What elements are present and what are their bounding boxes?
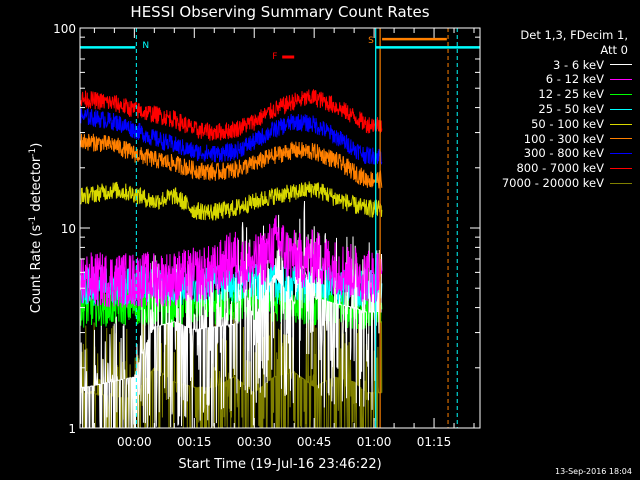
night-label: N bbox=[142, 41, 149, 51]
legend-label: 50 - 100 keV bbox=[531, 116, 604, 131]
series-50-100-kev bbox=[80, 181, 383, 221]
y-tick-label: 10 bbox=[61, 222, 76, 236]
y-axis-label: Count Rate (s-1 detector-1) bbox=[28, 143, 44, 314]
legend-swatch bbox=[610, 168, 632, 170]
legend-label: 6 - 12 keV bbox=[545, 72, 604, 87]
x-tick-label: 00:15 bbox=[177, 435, 212, 449]
label-part: detector bbox=[29, 156, 44, 216]
legend-entry: 25 - 50 keV bbox=[470, 102, 632, 117]
series-line bbox=[80, 89, 383, 141]
legend-entry: 7000 - 20000 keV bbox=[470, 176, 632, 191]
series-line bbox=[80, 133, 383, 189]
legend-label: 100 - 300 keV bbox=[523, 131, 604, 146]
series-3-6-kev bbox=[80, 200, 383, 429]
y-tick-label: 100 bbox=[53, 22, 76, 36]
x-tick-label: 01:00 bbox=[357, 435, 392, 449]
superscript: -1 bbox=[28, 148, 38, 157]
legend-label: 7000 - 20000 keV bbox=[501, 175, 604, 190]
series-line bbox=[80, 200, 383, 429]
series-line bbox=[80, 108, 383, 165]
legend-label: 12 - 25 keV bbox=[538, 87, 604, 102]
flare-label: F bbox=[272, 52, 277, 62]
series-300-800-kev bbox=[80, 108, 383, 165]
plot-area: 1 10 100 00:00 00:15 00:30 00:45 01:00 01:15 N F S bbox=[53, 22, 480, 449]
legend-header-line-1: Det 1,3, FDecim 1, bbox=[520, 28, 628, 42]
series-800-7000-kev bbox=[80, 89, 383, 141]
chart-title: HESSI Observing Summary Count Rates bbox=[130, 3, 429, 21]
legend-label: 300 - 800 keV bbox=[523, 146, 604, 161]
legend-swatch bbox=[610, 64, 632, 66]
legend-header-line-2: Att 0 bbox=[600, 42, 628, 57]
legend: Det 1,3, FDecim 1, Att 0 3 - 6 keV 6 - 12… bbox=[470, 28, 632, 191]
legend-swatch bbox=[610, 108, 632, 110]
superscript: -1 bbox=[28, 216, 38, 225]
legend-entries: 3 - 6 keV 6 - 12 keV 12 - 25 keV 25 - 50 ke… bbox=[470, 58, 632, 191]
legend-label: 800 - 7000 keV bbox=[516, 161, 604, 176]
legend-entry: 100 - 300 keV bbox=[470, 132, 632, 147]
saa-label: S bbox=[368, 36, 374, 46]
legend-swatch bbox=[610, 94, 632, 96]
legend-entry: 3 - 6 keV bbox=[470, 58, 632, 73]
legend-entry: 800 - 7000 keV bbox=[470, 161, 632, 176]
x-tick-label: 00:30 bbox=[237, 435, 272, 449]
legend-swatch bbox=[610, 182, 632, 184]
series-100-300-kev bbox=[80, 133, 383, 189]
legend-entry: 300 - 800 keV bbox=[470, 146, 632, 161]
timestamp: 13-Sep-2016 18:04 bbox=[555, 467, 632, 476]
legend-swatch bbox=[610, 153, 632, 155]
plot-frame bbox=[79, 27, 481, 429]
legend-entry: 50 - 100 keV bbox=[470, 117, 632, 132]
legend-swatch bbox=[610, 138, 632, 140]
legend-swatch bbox=[610, 79, 632, 81]
annotations: N F S bbox=[80, 28, 480, 428]
legend-label: 3 - 6 keV bbox=[553, 57, 604, 72]
series-line bbox=[80, 215, 383, 308]
x-tick-label: 00:00 bbox=[117, 435, 152, 449]
y-tick-label: 1 bbox=[68, 422, 76, 436]
label-part: Count Rate (s bbox=[29, 225, 44, 314]
x-axis-label: Start Time (19-Jul-16 23:46:22) bbox=[178, 457, 381, 472]
x-tick-label: 01:15 bbox=[417, 435, 452, 449]
legend-label: 25 - 50 keV bbox=[538, 101, 604, 116]
series-line bbox=[80, 181, 383, 221]
legend-swatch bbox=[610, 123, 632, 125]
series-6-12-kev bbox=[80, 215, 383, 308]
x-axis: 00:00 00:15 00:30 00:45 01:00 01:15 bbox=[93, 28, 475, 449]
label-part: ) bbox=[29, 143, 44, 148]
legend-entry: 12 - 25 keV bbox=[470, 87, 632, 102]
x-tick-label: 00:45 bbox=[297, 435, 332, 449]
legend-entry: 6 - 12 keV bbox=[470, 72, 632, 87]
